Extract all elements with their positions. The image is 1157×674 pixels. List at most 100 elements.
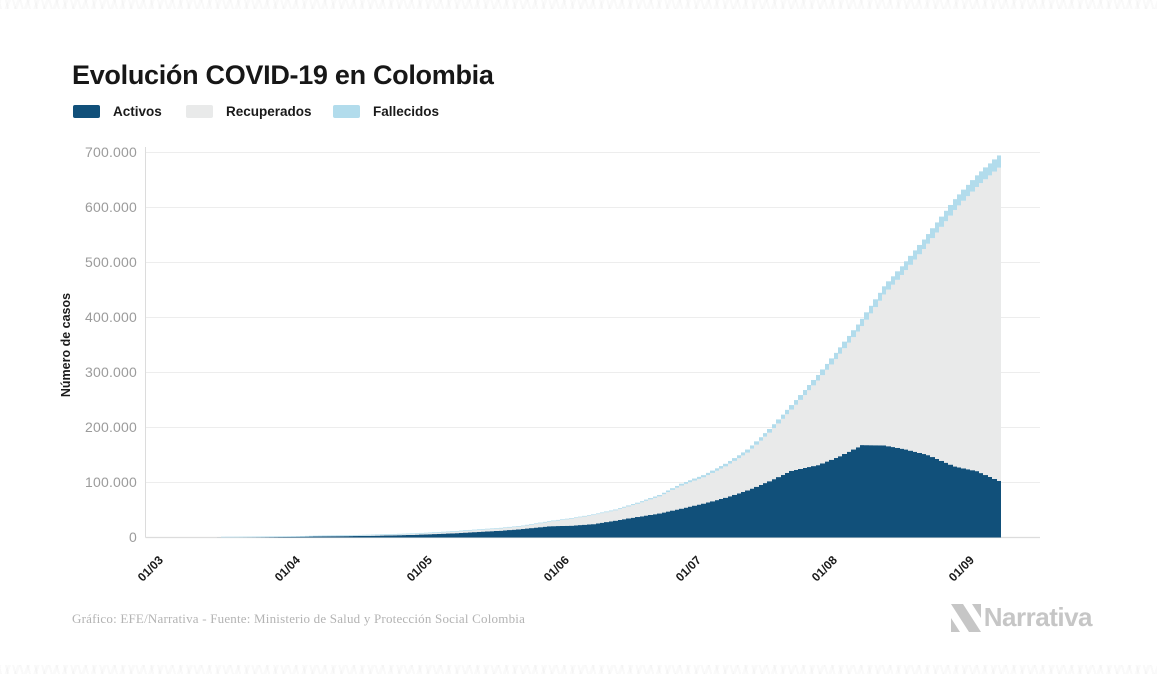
bar-recuperados-day157 bbox=[838, 353, 842, 457]
bar-fallecidos-day118 bbox=[666, 490, 670, 493]
bar-fallecidos-day76 bbox=[481, 528, 485, 530]
bar-fallecidos-day152 bbox=[816, 374, 820, 381]
bar-activos-day44 bbox=[340, 536, 344, 538]
bar-fallecidos-day177 bbox=[926, 234, 930, 244]
bar-recuperados-day77 bbox=[485, 529, 490, 532]
bar-activos-day178 bbox=[930, 457, 935, 538]
bar-activos-day31 bbox=[283, 536, 287, 538]
bar-fallecidos-day91 bbox=[547, 521, 551, 522]
torn-paper-edge-bottom bbox=[0, 665, 1157, 674]
bar-fallecidos-day95 bbox=[565, 518, 569, 520]
bar-activos-day140 bbox=[763, 483, 767, 538]
bar-activos-day61 bbox=[415, 534, 419, 538]
bar-fallecidos-day115 bbox=[653, 496, 657, 498]
bar-activos-day117 bbox=[662, 512, 666, 538]
bar-fallecidos-day20 bbox=[234, 536, 239, 538]
bar-activos-day191 bbox=[988, 476, 992, 538]
bar-fallecidos-day151 bbox=[811, 379, 816, 386]
bar-recuperados-day113 bbox=[644, 500, 648, 516]
bar-activos-day163 bbox=[864, 445, 869, 538]
bar-activos-day33 bbox=[291, 536, 296, 538]
bar-activos-day123 bbox=[688, 506, 692, 538]
bar-recuperados-day176 bbox=[922, 249, 926, 455]
bar-fallecidos-day29 bbox=[274, 536, 278, 538]
bar-fallecidos-day147 bbox=[794, 400, 798, 405]
bar-activos-day151 bbox=[811, 466, 816, 538]
bar-fallecidos-day154 bbox=[825, 363, 829, 370]
bar-recuperados-day90 bbox=[543, 522, 547, 527]
bar-fallecidos-day106 bbox=[613, 509, 618, 511]
bar-recuperados-day96 bbox=[569, 518, 574, 526]
bar-fallecidos-day57 bbox=[397, 533, 402, 535]
bar-activos-day122 bbox=[684, 507, 688, 538]
bar-recuperados-day78 bbox=[490, 529, 494, 532]
y-tick-label-300.000: 300.000 bbox=[84, 363, 137, 380]
bar-recuperados-day168 bbox=[886, 289, 891, 447]
bar-activos-day134 bbox=[737, 493, 741, 538]
bar-activos-day132 bbox=[728, 496, 732, 538]
bar-recuperados-day62 bbox=[419, 533, 424, 535]
bar-activos-day63 bbox=[424, 534, 428, 538]
bar-activos-day112 bbox=[640, 516, 644, 538]
bar-fallecidos-day126 bbox=[701, 475, 706, 478]
bar-recuperados-day154 bbox=[825, 369, 829, 462]
bar-activos-day137 bbox=[750, 488, 754, 538]
bar-recuperados-day173 bbox=[908, 264, 913, 451]
bar-fallecidos-day101 bbox=[591, 514, 596, 516]
bar-fallecidos-day37 bbox=[309, 535, 313, 537]
bar-activos-day119 bbox=[670, 510, 675, 538]
bar-fallecidos-day164 bbox=[869, 305, 873, 314]
bar-recuperados-day76 bbox=[481, 529, 485, 532]
bar-fallecidos-day109 bbox=[626, 505, 631, 507]
bar-activos-day32 bbox=[287, 536, 291, 538]
bar-fallecidos-day88 bbox=[534, 523, 538, 525]
bar-fallecidos-day23 bbox=[247, 536, 252, 538]
bar-fallecidos-day178 bbox=[930, 228, 935, 239]
bar-recuperados-day97 bbox=[574, 518, 578, 526]
bar-activos-day48 bbox=[358, 535, 362, 538]
bar-recuperados-day124 bbox=[692, 480, 697, 506]
legend-swatch-recuperados bbox=[186, 105, 213, 118]
bar-activos-day144 bbox=[781, 475, 785, 538]
bar-fallecidos-day173 bbox=[908, 255, 913, 265]
bar-fallecidos-day100 bbox=[587, 515, 591, 516]
bar-activos-day55 bbox=[388, 535, 393, 538]
bar-recuperados-day94 bbox=[560, 520, 565, 526]
bar-recuperados-day110 bbox=[631, 505, 635, 518]
bar-fallecidos-day86 bbox=[525, 524, 529, 526]
bar-fallecidos-day34 bbox=[296, 536, 300, 537]
bar-recuperados-day100 bbox=[587, 515, 591, 525]
bar-recuperados-day81 bbox=[503, 528, 507, 531]
bar-activos-day38 bbox=[313, 536, 318, 538]
bar-fallecidos-day122 bbox=[684, 481, 688, 484]
bar-fallecidos-day184 bbox=[957, 194, 961, 206]
bar-fallecidos-day60 bbox=[410, 533, 415, 535]
bar-fallecidos-day170 bbox=[895, 271, 900, 280]
bar-fallecidos-day38 bbox=[313, 535, 318, 537]
bar-activos-day54 bbox=[384, 535, 388, 538]
bar-fallecidos-day74 bbox=[472, 529, 477, 531]
bar-activos-day180 bbox=[939, 460, 944, 538]
bar-activos-day147 bbox=[794, 469, 798, 538]
bar-fallecidos-day64 bbox=[428, 532, 432, 534]
bar-recuperados-day170 bbox=[895, 279, 900, 448]
bar-fallecidos-day140 bbox=[763, 433, 767, 437]
bar-activos-day95 bbox=[565, 525, 569, 538]
bar-recuperados-day92 bbox=[551, 521, 556, 527]
bar-fallecidos-day148 bbox=[798, 395, 803, 400]
bar-fallecidos-day35 bbox=[300, 536, 305, 537]
bar-activos-day73 bbox=[468, 532, 472, 538]
chart-title: Evolución COVID-19 en Colombia bbox=[72, 60, 494, 91]
bar-fallecidos-day24 bbox=[252, 536, 256, 538]
bar-recuperados-day146 bbox=[789, 409, 794, 471]
bar-fallecidos-day156 bbox=[834, 352, 838, 360]
bar-recuperados-day148 bbox=[798, 399, 803, 469]
bar-activos-day170 bbox=[895, 447, 900, 538]
bar-activos-day185 bbox=[961, 468, 966, 538]
bar-activos-day108 bbox=[622, 519, 626, 538]
bar-recuperados-day116 bbox=[657, 496, 662, 514]
bar-recuperados-day120 bbox=[675, 487, 679, 510]
bar-recuperados-day160 bbox=[851, 337, 856, 450]
bar-fallecidos-day40 bbox=[322, 535, 327, 537]
